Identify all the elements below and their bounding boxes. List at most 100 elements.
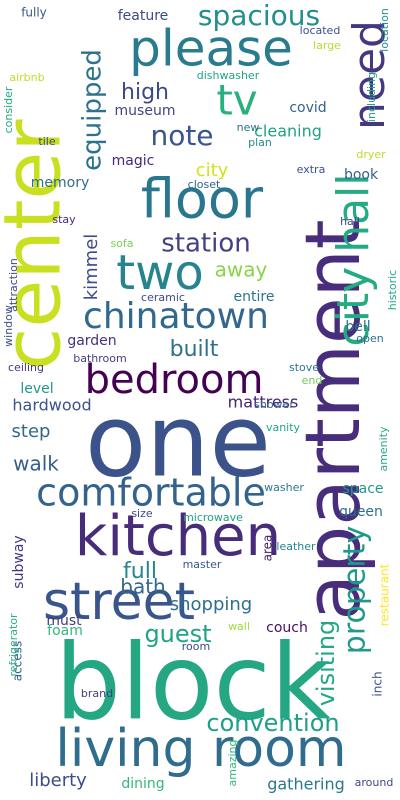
- word-convention: convention: [206, 709, 339, 737]
- word-wall: wall: [228, 620, 250, 633]
- word-attraction: attraction: [7, 258, 20, 312]
- word-two: two: [116, 245, 203, 301]
- word-hall: hall: [340, 215, 360, 228]
- word-magic: magic: [112, 153, 155, 169]
- word-step: step: [12, 421, 51, 442]
- word-refrigerator: refrigerator: [7, 613, 20, 677]
- word-leather: leather: [276, 540, 316, 553]
- word-inch: inch: [371, 671, 385, 696]
- word-high: high: [121, 80, 169, 105]
- word-away: away: [215, 258, 268, 282]
- word-restaurant: restaurant: [378, 563, 392, 626]
- word-washer: washer: [264, 481, 304, 494]
- word-extra: extra: [297, 163, 326, 176]
- word-city: city: [196, 160, 229, 181]
- word-subway: subway: [11, 535, 27, 588]
- word-vanity: vanity: [266, 421, 301, 434]
- word-city-hall: city hall: [328, 174, 379, 347]
- word-tile: tile: [38, 135, 55, 148]
- word-kitchen: kitchen: [75, 504, 281, 569]
- word-block: block: [55, 621, 331, 743]
- word-area: area: [261, 535, 275, 562]
- word-center: center: [0, 119, 78, 371]
- word-fully: fully: [21, 6, 47, 20]
- word-amenity: amenity: [377, 426, 390, 472]
- word-comfortable: comfortable: [36, 471, 266, 515]
- word-located: located: [300, 24, 341, 37]
- word-location: location: [378, 8, 391, 52]
- word-apartment: apartment: [288, 219, 377, 620]
- word-walk: walk: [13, 452, 59, 476]
- word-kimmel: kimmel: [81, 234, 102, 301]
- word-couch: couch: [266, 620, 308, 636]
- word-amazing: amazing: [226, 740, 239, 787]
- word-tv: tv: [216, 76, 257, 125]
- word-foam: foam: [47, 623, 83, 639]
- word-book: book: [344, 167, 379, 183]
- word-living-room: living room: [55, 719, 346, 779]
- word-master: master: [183, 558, 222, 571]
- word-level: level: [20, 381, 53, 397]
- word-size: size: [131, 507, 153, 520]
- word-feature: feature: [118, 8, 169, 24]
- word-room: room: [182, 640, 210, 653]
- word-stay: stay: [52, 213, 76, 226]
- word-bathroom: bathroom: [73, 352, 126, 365]
- word-memory: memory: [31, 175, 90, 191]
- word-entire: entire: [234, 289, 275, 305]
- word-end: end: [302, 374, 323, 387]
- word-space: space: [342, 481, 383, 497]
- word-property: property: [338, 526, 373, 654]
- word-one: one: [85, 382, 271, 499]
- word-gathering: gathering: [267, 775, 345, 794]
- word-museum: museum: [115, 103, 176, 119]
- word-ceiling: ceiling: [8, 361, 44, 374]
- word-brand: brand: [81, 687, 113, 700]
- word-note: note: [150, 119, 213, 152]
- word-cleaning: cleaning: [254, 122, 322, 141]
- word-shower: shower: [254, 398, 294, 411]
- word-liberty: liberty: [29, 770, 87, 791]
- word-floor: floor: [141, 168, 264, 231]
- word-equipped: equipped: [78, 49, 108, 171]
- word-chinatown: chinatown: [83, 296, 269, 337]
- word-dishwasher: dishwasher: [197, 69, 260, 82]
- word-dining: dining: [121, 776, 164, 792]
- word-guest: guest: [144, 620, 211, 648]
- word-street: street: [43, 572, 195, 632]
- word-microwave: microwave: [183, 511, 243, 524]
- word-must: must: [46, 613, 82, 629]
- word-stove: stove: [289, 361, 319, 374]
- word-including: including: [365, 72, 378, 122]
- word-full: full: [123, 559, 157, 584]
- word-closet: closet: [188, 178, 221, 191]
- word-covid: covid: [289, 100, 326, 116]
- word-station: station: [161, 229, 250, 259]
- word-airbnb: airbnb: [9, 71, 44, 84]
- word-bedroom: bedroom: [85, 357, 264, 403]
- word-around: around: [355, 776, 394, 789]
- word-plan: plan: [248, 136, 272, 149]
- word-ceramic: ceramic: [141, 291, 185, 304]
- word-garden: garden: [67, 333, 116, 349]
- word-spacious: spacious: [198, 0, 320, 32]
- word-please: please: [129, 20, 293, 78]
- word-bath: bath: [120, 575, 165, 599]
- word-visiting: visiting: [312, 620, 340, 707]
- word-new: new: [237, 121, 260, 134]
- word-hardwood: hardwood: [12, 396, 91, 415]
- word-mattress: mattress: [228, 393, 299, 412]
- word-built: built: [170, 337, 219, 362]
- word-sofa: sofa: [110, 237, 133, 250]
- word-historic: historic: [386, 270, 399, 310]
- word-shopping: shopping: [170, 594, 253, 615]
- word-queen: queen: [339, 504, 383, 520]
- word-access: access: [11, 641, 25, 681]
- word-bell: bell: [345, 319, 370, 335]
- word-large: large: [313, 39, 341, 52]
- word-consider: consider: [2, 86, 15, 133]
- word-open: open: [356, 332, 383, 345]
- word-window: window: [2, 305, 15, 347]
- word-dryer: dryer: [356, 148, 386, 161]
